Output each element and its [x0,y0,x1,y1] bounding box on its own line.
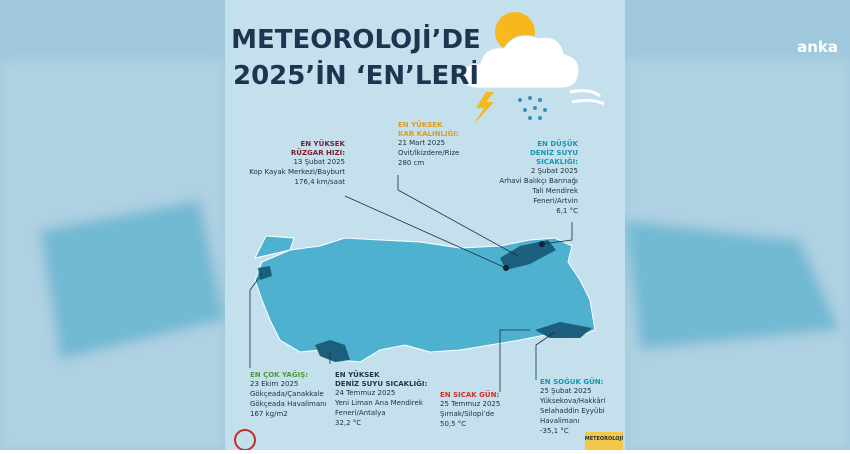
logos: METEOROLOJİ [234,429,624,451]
record-detail: Selahaddin Eyyübi [540,407,605,415]
record-detail: Arhavi Balıkçı Barınağı [499,177,578,185]
record-detail: 23 Ekim 2025 [250,380,298,388]
record-detail: 24 Temmuz 2025 [335,389,395,397]
record-label: SICAKLIĞI: [536,157,578,166]
record-detail: 167 kg/m2 [250,410,288,418]
record-detail: 2 Şubat 2025 [531,167,578,175]
record-detail: Gökçeada Havalimanı [250,400,327,408]
record-label: EN SOĞUK GÜN: [540,377,604,386]
record-detail: Feneri/Antalya [335,409,386,417]
record-label: DENİZ SUYU [530,148,578,157]
record-label: EN YÜKSEK [398,120,443,129]
leader-lines [249,175,573,392]
weather-icon [463,12,605,124]
record-detail: Tali Mendirek [531,187,579,195]
record-detail: -35,1 °C [540,427,569,435]
map [254,235,596,363]
record-label: EN ÇOK YAĞIŞ: [250,370,308,379]
record-detail: Yüksekova/Hakkâri [539,397,605,405]
record-detail: 25 Şubat 2025 [540,387,592,395]
blurred-backdrop [0,60,850,450]
title: METEOROLOJİ’DE [231,23,481,55]
record-label: RÜZGAR HIZI: [291,148,345,157]
record-detail: Kop Kayak Merkezi/Bayburt [249,168,345,176]
record-detail: 176,4 km/saat [295,178,346,186]
record-label: EN YÜKSEK [300,139,345,148]
record-label: EN YÜKSEK [335,370,380,379]
record-label: EN DÜŞÜK [537,139,578,148]
record-detail: 13 Şubat 2025 [293,158,345,166]
record-label: EN SICAK GÜN: [440,390,499,399]
record-detail: Ovit/İkizdere/Rize [398,148,459,157]
record-detail: Yeni Liman Ana Mendirek [334,399,424,407]
record-detail: 32,2 °C [335,419,361,427]
watermark: anka [797,38,838,56]
record-detail: Şırnak/Silopi’de [440,410,494,418]
logo-text: METEOROLOJİ [585,435,624,442]
title: 2025’İN ‘EN’LERİ [233,59,479,91]
record-label: KAR KALINLIĞI: [398,129,459,138]
record-detail: Gökçeada/Çanakkale [250,390,324,398]
record-detail: 25 Temmuz 2025 [440,400,500,408]
record-detail: Havalimanı [540,417,579,425]
record-detail: 6,1 °C [556,207,578,215]
record-detail: 50,5 °C [440,420,466,428]
record-label: DENİZ SUYU SICAKLIĞI: [335,379,428,388]
record-detail: Feneri/Artvin [533,197,578,205]
record-detail: 280 cm [398,159,424,167]
record-detail: 21 Mart 2025 [398,139,445,147]
